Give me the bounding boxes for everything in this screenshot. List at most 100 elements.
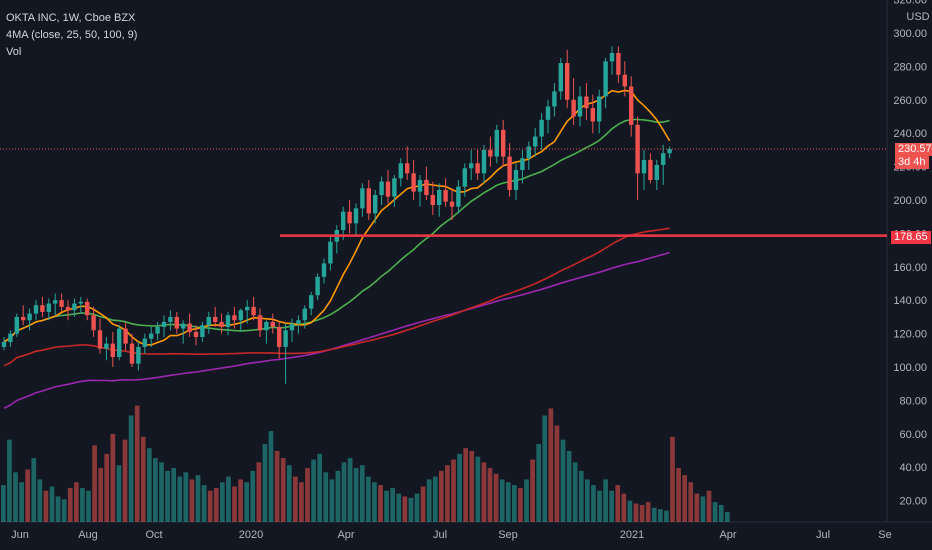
candle-body: [264, 321, 269, 331]
volume-bar: [493, 473, 499, 522]
candle-body: [443, 189, 448, 202]
time-tick-label: Se: [878, 529, 891, 541]
volume-bar: [451, 459, 456, 522]
candle-body: [181, 323, 186, 329]
candle-body: [251, 306, 256, 316]
volume-bar: [286, 465, 292, 522]
candle-body: [424, 179, 429, 195]
volume-bar: [542, 415, 548, 522]
candle-body: [341, 211, 346, 231]
volume-bar: [700, 496, 706, 522]
candle-body: [437, 189, 442, 206]
candle-body: [494, 129, 499, 157]
candle-body: [72, 303, 77, 311]
candle-body: [347, 211, 352, 224]
candle-body: [296, 320, 301, 324]
candle-body: [21, 316, 26, 321]
volume-bar: [372, 482, 377, 522]
candle-body: [654, 164, 659, 180]
volume-bar: [566, 451, 572, 522]
candle-body: [289, 323, 295, 331]
candle-body: [411, 173, 416, 192]
volume-bar: [122, 439, 128, 522]
candle-body: [283, 330, 288, 347]
volume-bar: [499, 479, 505, 522]
volume-bar: [335, 470, 341, 522]
volume-bar: [244, 482, 250, 522]
candle-body: [565, 63, 570, 100]
volume-bar: [694, 493, 700, 522]
volume-bar: [591, 485, 596, 522]
volume-bar: [134, 405, 140, 522]
candle-body: [238, 310, 243, 321]
time-tick-label: Oct: [145, 529, 162, 541]
candle-body: [635, 124, 640, 174]
price-tick-label: 80.00: [899, 395, 927, 407]
volume-bar: [49, 486, 55, 522]
ma9-line: [3, 89, 671, 346]
volume-bar: [110, 433, 116, 522]
candle-body: [161, 321, 167, 327]
volume-bar: [560, 439, 566, 522]
candle-body: [590, 108, 595, 122]
time-tick-label: Sep: [498, 529, 518, 541]
volume-bar: [323, 472, 329, 522]
volume-bar: [250, 470, 256, 522]
indicator-label[interactable]: 4MA (close, 25, 50, 100, 9): [6, 29, 138, 41]
last-price-tag: 230.57: [895, 143, 932, 156]
candle-body: [270, 321, 275, 327]
candle-body: [328, 241, 333, 264]
candle-body: [187, 323, 192, 332]
volume-bar: [25, 469, 31, 522]
candle-body: [257, 315, 263, 331]
symbol-title[interactable]: OKTA INC, 1W, Cboe BZX: [6, 12, 136, 24]
volume-bar: [688, 482, 694, 522]
candle-body: [616, 53, 621, 75]
volume-bar: [469, 451, 475, 522]
candle-body: [97, 330, 103, 349]
volume-bar: [347, 458, 353, 522]
volume-bar: [31, 458, 37, 522]
candle-body: [142, 338, 147, 347]
candle-body: [200, 325, 205, 337]
price-tick-label: 20.00: [899, 496, 927, 508]
volume-bar: [226, 476, 231, 522]
candle-body: [136, 346, 141, 364]
volume-bar: [658, 509, 663, 522]
candle-body: [213, 316, 218, 322]
candle-body: [609, 53, 615, 62]
candle-body: [430, 194, 435, 206]
volume-bar: [670, 436, 675, 522]
candle-body: [629, 86, 634, 125]
candle-body: [53, 300, 58, 304]
candle-body: [488, 149, 493, 157]
candle-body: [507, 156, 512, 190]
volume-label[interactable]: Vol: [6, 46, 22, 58]
time-tick-label: 2020: [239, 529, 263, 541]
volume-bar: [390, 487, 396, 522]
volume-bar: [207, 490, 213, 522]
volume-bar: [140, 436, 146, 522]
candle-body: [353, 208, 359, 224]
candle-body: [597, 96, 602, 122]
time-tick-label: Jul: [816, 529, 830, 541]
candle-body: [641, 159, 647, 174]
candle-body: [469, 163, 474, 169]
volume-bar: [238, 479, 243, 522]
candle-body: [123, 328, 128, 344]
volume-bar: [1, 485, 6, 522]
volume-bar: [505, 482, 511, 522]
candle-body: [40, 305, 45, 312]
candle-body: [533, 136, 538, 147]
volume-bar: [439, 470, 444, 522]
candle-body: [456, 186, 461, 207]
candle-body: [315, 276, 320, 296]
candle-body: [168, 316, 173, 322]
candle-body: [193, 331, 199, 337]
candle-body: [33, 305, 39, 314]
candle-body: [149, 333, 154, 339]
candle-body: [104, 343, 109, 349]
volume-bar: [597, 490, 602, 522]
candle-body: [571, 99, 576, 117]
